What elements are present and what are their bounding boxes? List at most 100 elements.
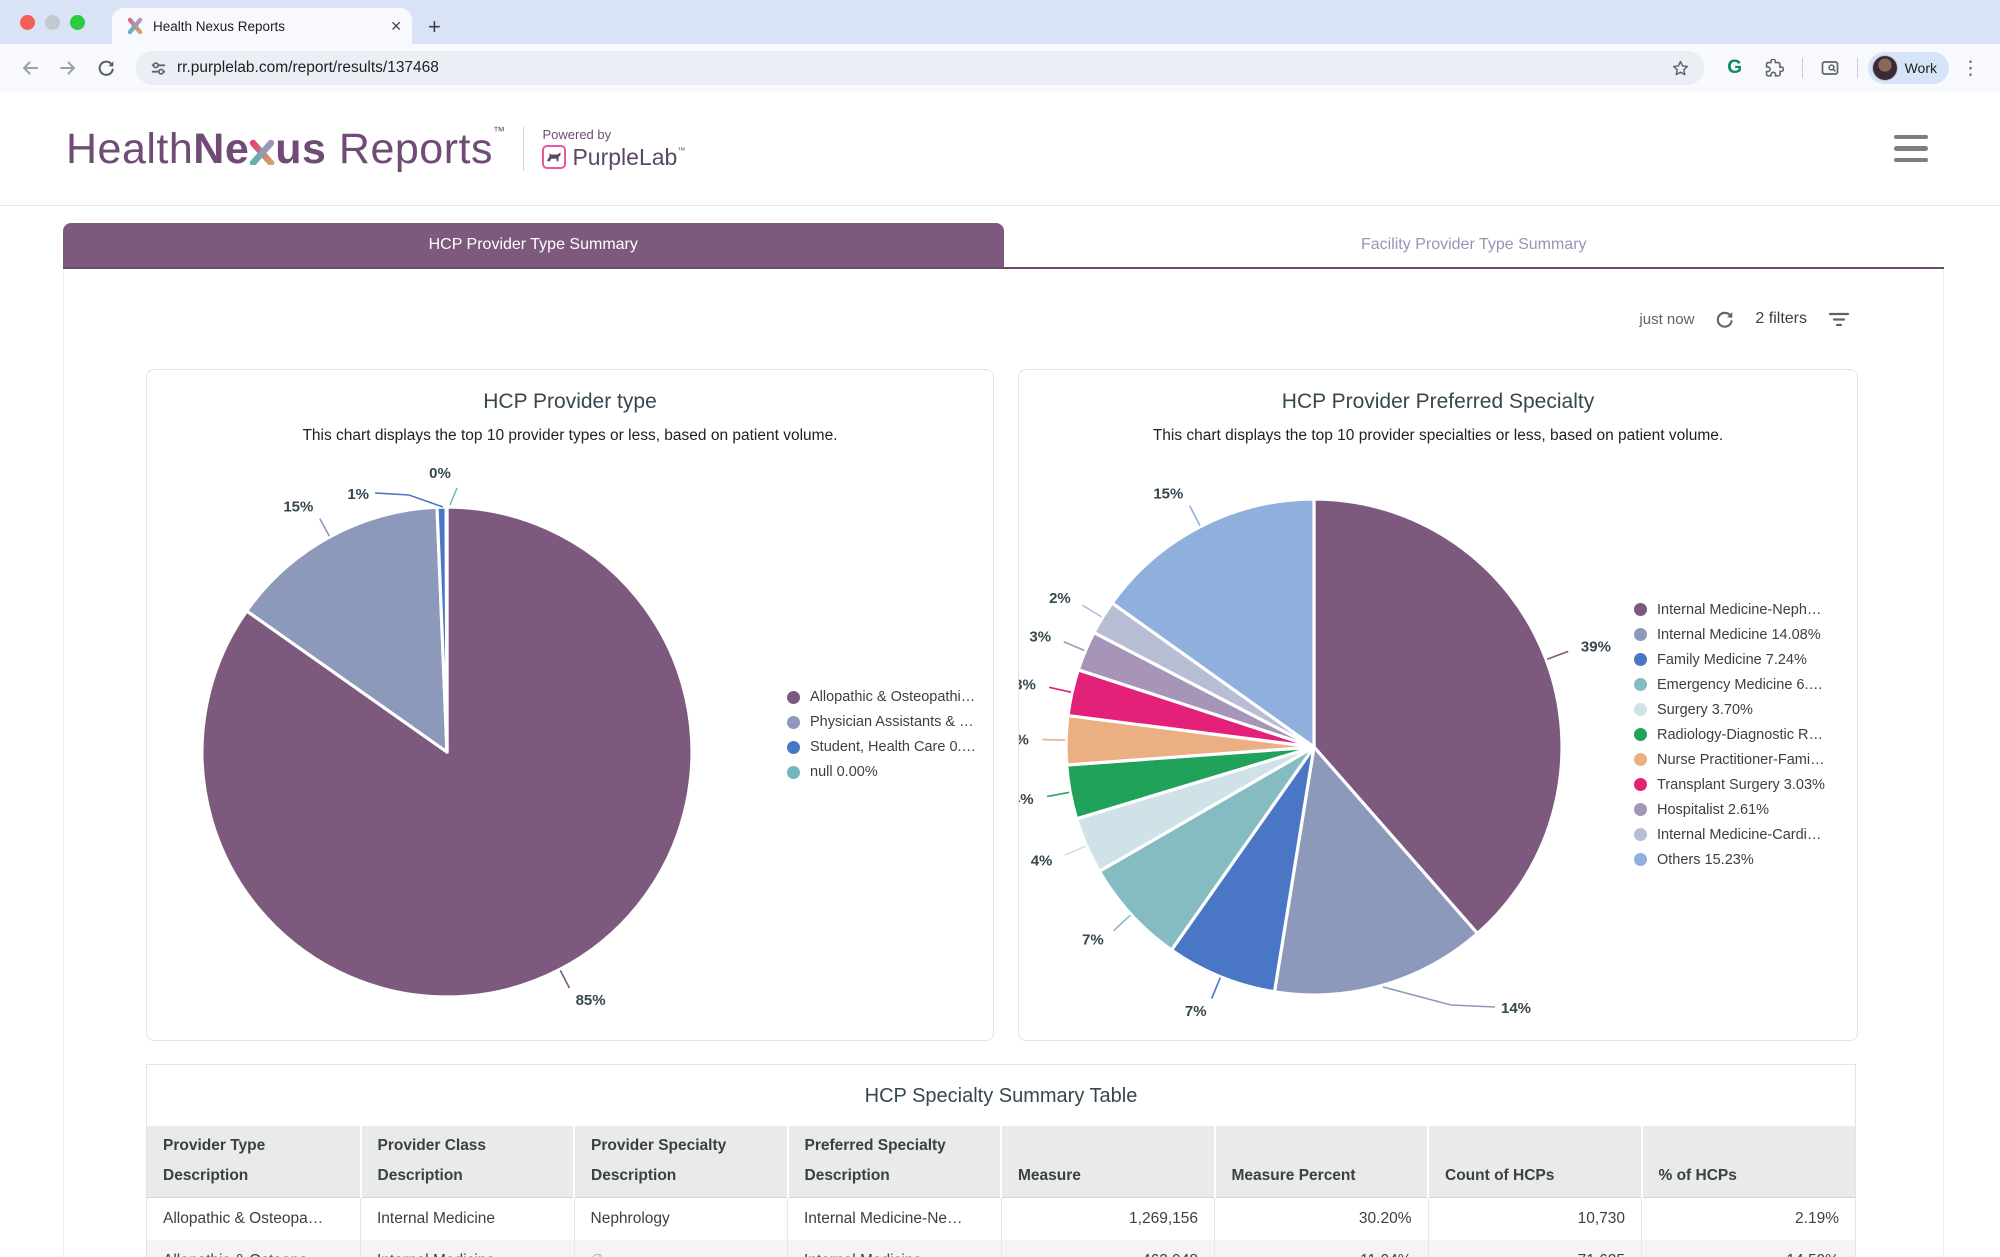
refresh-button[interactable]: [1714, 309, 1735, 330]
last-updated-text: just now: [1639, 310, 1695, 328]
label-leader-line: [1042, 738, 1066, 741]
legend-dot-icon: [1634, 728, 1647, 741]
slice-percent-label: 4%: [1031, 853, 1053, 870]
bookmark-star-icon[interactable]: [1671, 59, 1690, 78]
legend-item: Transplant Surgery 3.03%: [1634, 777, 1825, 793]
column-header: Provider Class Description: [360, 1126, 575, 1198]
minimize-window-icon[interactable]: [45, 15, 60, 30]
legend-label: Nurse Practitioner-Fami…: [1657, 751, 1825, 768]
label-leader-line: [1064, 845, 1086, 856]
slice-percent-label: 2%: [1049, 590, 1071, 607]
tab-facility-provider-type-summary[interactable]: Facility Provider Type Summary: [1003, 223, 1944, 267]
toolbar-divider: [1801, 58, 1803, 78]
legend-dot-icon: [787, 765, 800, 779]
table-cell: 463,948: [1001, 1239, 1215, 1257]
extensions-button[interactable]: [1758, 52, 1792, 84]
legend-label: Physician Assistants & …: [810, 714, 974, 730]
label-leader-line: [1048, 686, 1072, 693]
summary-table: Provider Type Description Provider Class De…: [147, 1126, 1855, 1257]
site-info-icon[interactable]: [150, 60, 167, 77]
legend-label: Internal Medicine-Neph…: [1657, 601, 1822, 618]
legend-dot-icon: [1634, 678, 1647, 691]
legend-item: Physician Assistants & …: [787, 714, 976, 730]
tab-hcp-provider-type-summary[interactable]: HCP Provider Type Summary: [63, 223, 1004, 267]
table-cell: 14.59%: [1642, 1240, 1856, 1257]
legend-dot-icon: [787, 690, 800, 704]
legend-label: null 0.00%: [810, 764, 878, 780]
chart-title: HCP Provider type: [483, 390, 657, 413]
table-cell: ∅: [574, 1239, 788, 1257]
url-text[interactable]: rr.purplelab.com/report/results/137468: [177, 59, 439, 76]
powered-by-label: Powered by: [542, 126, 612, 142]
table-row: Allopathic & Osteopa… Internal Medicine Ne…: [147, 1197, 1855, 1240]
forward-button[interactable]: [52, 52, 84, 84]
brand-logo: HealthNe us Reports™ Powered by: [66, 124, 685, 174]
tab-close-icon[interactable]: ✕: [390, 17, 402, 34]
purplelab-logo-box: [542, 145, 567, 169]
label-leader-line: [559, 970, 571, 989]
purplelab-wordmark: PurpleLab™: [572, 143, 686, 170]
menu-icon[interactable]: [1888, 129, 1934, 169]
table-cell: Internal Medicine: [360, 1239, 575, 1257]
table-cell: Internal Medicine: [787, 1239, 1002, 1257]
legend-item: Nurse Practitioner-Fami…: [1634, 752, 1825, 768]
charts-row: HCP Provider type This chart displays th…: [64, 369, 1943, 1041]
side-panel-search-button[interactable]: [1813, 52, 1847, 84]
legend-dot-icon: [787, 740, 800, 754]
table-cell: 2.19%: [1641, 1197, 1855, 1240]
browser-tab[interactable]: Health Nexus Reports ✕: [112, 8, 412, 44]
legend-item: Student, Health Care 0.…: [787, 739, 976, 755]
table-cell: 10,730: [1428, 1197, 1642, 1240]
maximize-window-icon[interactable]: [70, 15, 85, 30]
profile-chip[interactable]: Work: [1867, 52, 1949, 84]
slice-percent-label: 4%: [1019, 791, 1034, 808]
legend-item: Surgery 3.70%: [1634, 702, 1825, 718]
legend-label: Family Medicine 7.24%: [1657, 651, 1807, 668]
reload-button[interactable]: [90, 52, 122, 84]
table-cell: 30.20%: [1214, 1197, 1429, 1240]
legend-dot-icon: [1634, 828, 1647, 841]
table-body: Allopathic & Osteopa… Internal Medicine Ne…: [147, 1197, 1856, 1257]
table-header: Provider Type Description Provider Class De…: [147, 1126, 1855, 1198]
pie-slice: [1272, 745, 1480, 997]
label-leader-line: [1046, 791, 1070, 798]
legend-item: Hospitalist 2.61%: [1634, 802, 1825, 818]
pie-slice: [1312, 497, 1564, 936]
table-cell: 1,269,156: [1001, 1197, 1215, 1240]
legend-item: Internal Medicine-Neph…: [1634, 602, 1825, 618]
legend-label: Surgery 3.70%: [1657, 701, 1753, 718]
column-header: Provider Type Description: [147, 1126, 362, 1198]
legend-dot-icon: [1634, 628, 1647, 641]
pie-slice: [1169, 745, 1316, 994]
slice-percent-label: 1%: [347, 486, 369, 503]
close-window-icon[interactable]: [20, 15, 35, 30]
legend-provider-type: Allopathic & Osteopathi… Physician Assist…: [787, 689, 976, 780]
legend-label: Transplant Surgery 3.03%: [1657, 776, 1825, 793]
label-leader-line: [1113, 914, 1131, 932]
filters-count: 2 filters: [1755, 310, 1807, 327]
pie-slice: [1110, 497, 1316, 749]
label-leader-line: [449, 487, 458, 506]
legend-preferred-specialty: Internal Medicine-Neph… Internal Medicine…: [1634, 602, 1825, 868]
chart-subtitle: This chart displays the top 10 provider …: [1152, 427, 1724, 444]
legend-item: Internal Medicine-Cardi…: [1634, 827, 1825, 843]
back-button[interactable]: [14, 52, 46, 84]
table-cell: Allopathic & Osteopa…: [147, 1239, 361, 1257]
new-tab-icon[interactable]: +: [428, 14, 441, 39]
slice-percent-label: 39%: [1581, 639, 1611, 656]
grammarly-extension-icon[interactable]: G: [1727, 57, 1742, 78]
pie-slice: [245, 505, 449, 754]
browser-menu-kebab-icon[interactable]: ⋮: [1961, 57, 1980, 79]
table-title: HCP Specialty Summary Table: [864, 1085, 1138, 1107]
browser-tabstrip: Health Nexus Reports ✕ +: [0, 0, 2000, 44]
url-bar[interactable]: rr.purplelab.com/report/results/137468: [136, 51, 1704, 85]
arrow-right-icon: [60, 61, 75, 75]
chart-card-preferred-specialty: HCP Provider Preferred Specialty This ch…: [1018, 369, 1858, 1041]
label-leader-line: [319, 518, 331, 537]
label-leader-line: [1063, 641, 1085, 652]
filter-button[interactable]: [1827, 309, 1851, 329]
legend-item: Family Medicine 7.24%: [1634, 652, 1825, 668]
window-controls: [20, 15, 85, 30]
chart-card-provider-type: HCP Provider type This chart displays th…: [146, 369, 994, 1041]
table-cell: Internal Medicine: [360, 1197, 575, 1240]
